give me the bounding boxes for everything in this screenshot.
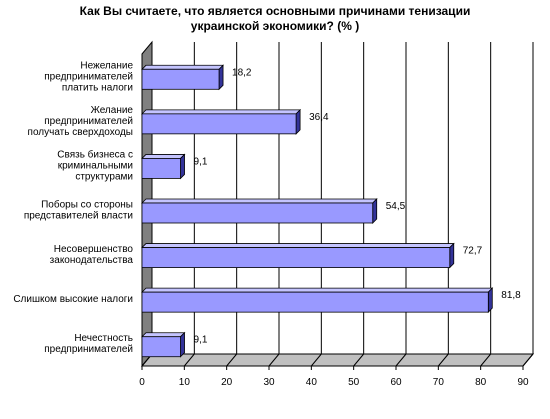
bar-top-face [141,154,186,159]
bar-side-face [372,198,378,224]
category-label: Слишком высокие налоги [13,294,133,305]
bar-value-label: 36,4 [309,112,329,123]
floor-gridline [268,353,280,367]
bar [141,158,181,179]
bar-top-face [141,109,302,115]
floor-gridline [480,353,492,367]
bar-value-label: 72,7 [463,246,483,257]
x-tick-label: 50 [348,377,360,388]
bar-value-label: 54,5 [386,201,406,212]
category-label: Связь бизнеса с криминальными структурами [57,148,133,182]
category-label: Несовершенство законодательства [50,244,134,266]
floor-gridline [522,353,534,367]
bar-value-label: 81,8 [501,290,521,301]
bar-side-face [180,331,185,358]
x-tick-label: 70 [433,377,445,388]
bar-value-label: 18,2 [232,67,252,78]
floor-gridline [226,353,238,367]
bar [141,247,451,268]
bar-side-face [180,153,185,180]
bar-top-face [141,243,455,248]
bar-top-face [141,198,378,204]
x-tick-label: 90 [517,377,529,388]
bar [141,113,297,135]
category-label: Нежелание предпринимателей платить налоги [44,60,133,93]
bar-value-label: 9,1 [194,335,208,346]
x-tick-label: 10 [179,377,191,388]
x-tick-label: 30 [263,377,275,388]
bar [141,291,489,313]
chart-floor [140,353,535,367]
x-tick-label: 20 [221,377,233,388]
category-label: Желание предпринимателей получать сверхдох… [28,105,134,138]
x-tick-label: 60 [390,377,402,388]
bar-top-face [141,64,225,70]
bar-value-label: 9,1 [194,156,208,167]
floor-gridline [310,353,322,367]
bar [141,336,181,358]
category-label: Нечестность предпринимателей [44,333,133,355]
bar-top-face [141,332,186,338]
bar-top-face [141,287,494,293]
bar [141,68,220,90]
floor-gridline [437,353,449,367]
bar-side-face [218,64,224,91]
bar-side-face [449,242,455,269]
floor-gridline [353,353,365,367]
x-tick-label: 0 [139,377,145,388]
floor-gridline [183,353,195,367]
chart-title-line-1: Как Вы считаете, что является основными … [80,4,471,18]
bar-side-face [487,287,493,314]
bar-side-face [295,108,301,135]
chart-title-line-2: украинской экономики? (% ) [191,19,359,33]
x-tick-label: 40 [306,377,318,388]
x-tick-label: 80 [475,377,487,388]
plot-area: 0 10 20 30 40 50 60 70 80 90 18,2 Нежелание предприн… [13,40,535,388]
category-label: Поборы со стороны представителей власти [24,199,133,222]
bar [141,202,374,224]
floor-gridline [395,353,407,367]
